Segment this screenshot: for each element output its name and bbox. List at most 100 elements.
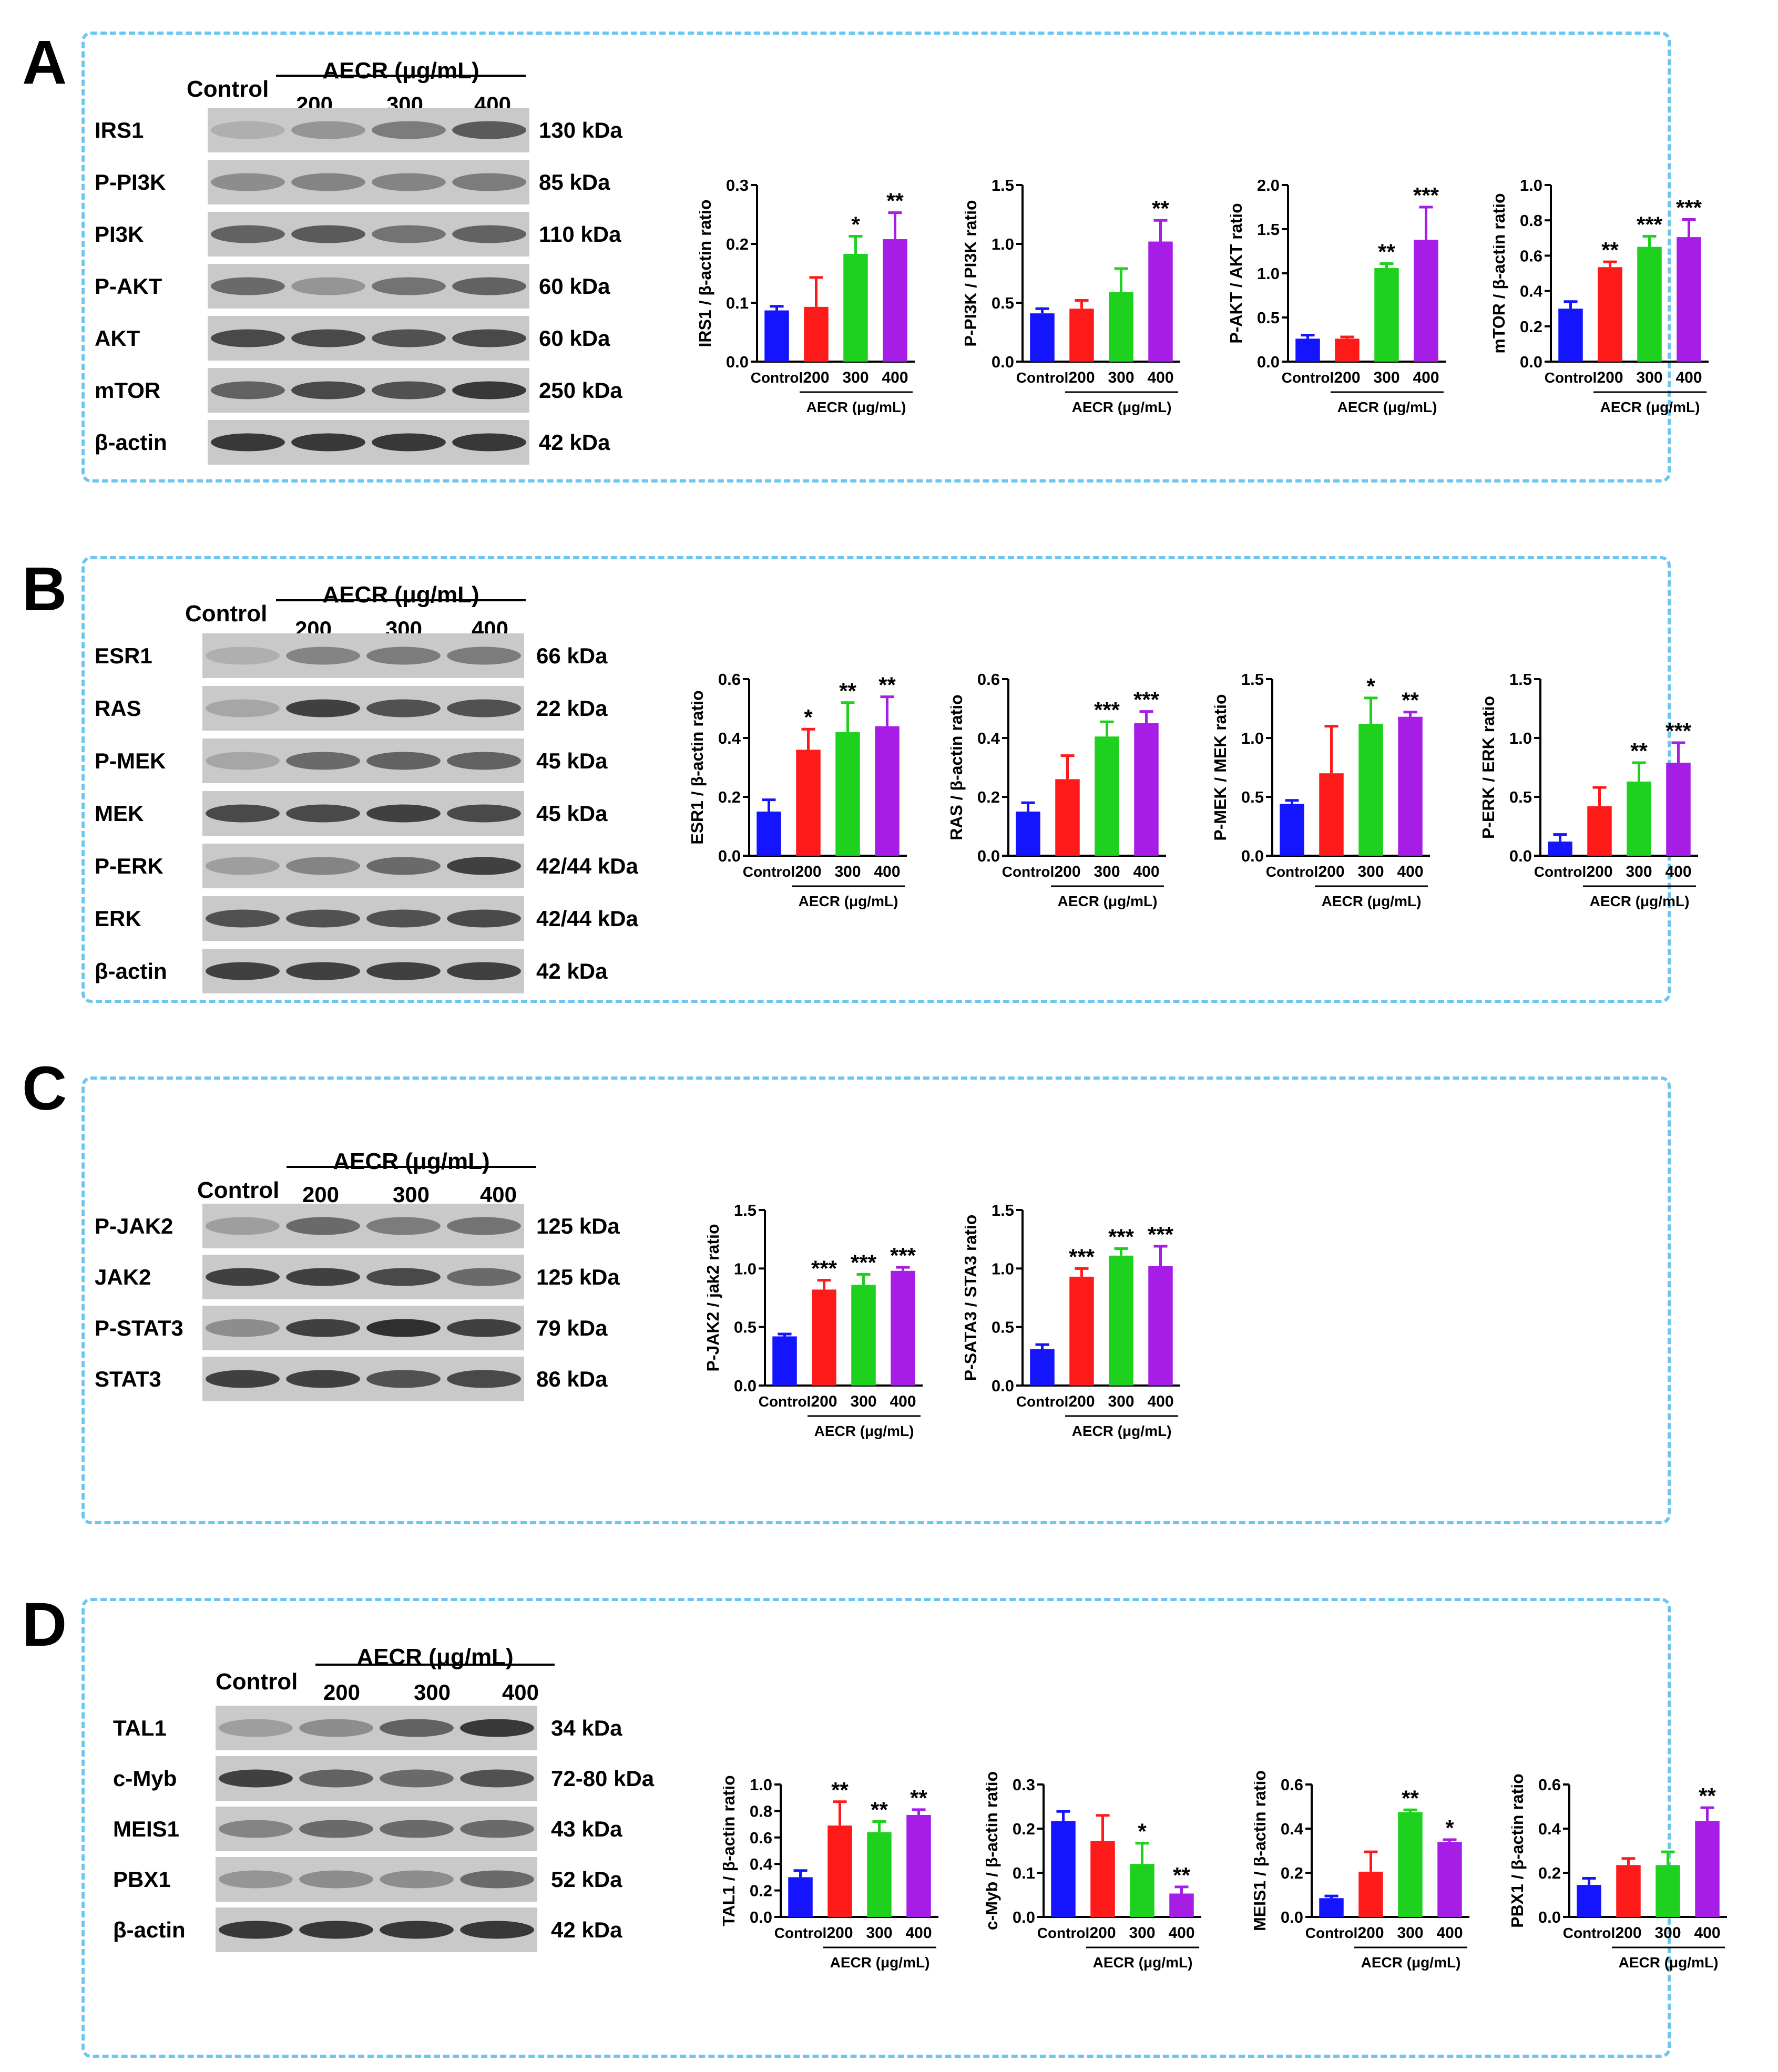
protein-label: P-MEK (95, 748, 166, 773)
kda-label: 60 kDa (539, 325, 610, 351)
bar-400 (1148, 1266, 1173, 1386)
panel-letter: A (22, 28, 67, 97)
y-tick-label: 1.5 (992, 176, 1014, 194)
bar-400 (1437, 1842, 1462, 1917)
y-tick-label: 1.0 (992, 1259, 1014, 1278)
blot-strip (202, 896, 524, 941)
blot-band (447, 647, 521, 665)
significance-mark: *** (1413, 183, 1439, 208)
blot-band (380, 1870, 454, 1889)
x-tick-label: 300 (1129, 1924, 1155, 1942)
blot-band (372, 173, 446, 191)
y-tick-label: 0.2 (1281, 1864, 1303, 1882)
significance-mark: ** (839, 679, 856, 703)
bar-400 (906, 1814, 931, 1917)
y-tick-label: 0.0 (1257, 353, 1280, 371)
group-label: AECR (μg/mL) (1058, 893, 1158, 909)
kda-label: 79 kDa (536, 1315, 608, 1340)
blot-strip (202, 1204, 524, 1248)
x-tick-label: 200 (1318, 863, 1344, 880)
bar-Control (1548, 842, 1572, 856)
y-tick-label: 0.0 (718, 847, 741, 865)
blot-strip (216, 1756, 537, 1801)
blot-band (291, 225, 365, 243)
y-tick-label: 0.0 (1281, 1908, 1303, 1926)
blot-band (206, 909, 280, 928)
blot-band (452, 225, 526, 243)
kda-label: 43 kDa (551, 1816, 622, 1841)
blot-strip (216, 1857, 537, 1902)
blot-band (299, 1769, 373, 1788)
blot-band (286, 804, 360, 823)
bar-Control (1030, 1349, 1055, 1386)
y-tick-label: 0.0 (1538, 1908, 1561, 1926)
bar-Control (1016, 812, 1040, 856)
x-tick-label: 200 (826, 1924, 853, 1942)
blot-band (447, 1319, 521, 1337)
blot-band (219, 1820, 293, 1838)
bar-300 (1358, 724, 1383, 856)
blot-strip (208, 264, 529, 309)
y-tick-label: 0.4 (1538, 1820, 1561, 1838)
kda-label: 42 kDa (539, 429, 610, 455)
panel-border-A (81, 32, 1671, 483)
blot-band (366, 1370, 441, 1388)
header-aecr-label: AECR (μg/mL) (356, 1644, 514, 1670)
y-axis-label: mTOR / β-actin ratio (1493, 193, 1508, 353)
protein-label: P-AKT (95, 273, 162, 299)
blot-band (206, 752, 280, 770)
x-tick-label: 200 (1068, 1393, 1095, 1410)
blot-band (286, 699, 360, 717)
blot-band (366, 909, 441, 928)
y-tick-label: 0.1 (726, 294, 749, 312)
y-tick-label: 0.0 (1013, 1908, 1035, 1926)
bar-400 (1666, 763, 1691, 856)
blot-band (206, 857, 280, 875)
header-aecr-label: AECR (μg/mL) (333, 1148, 490, 1174)
blot-band (219, 1719, 293, 1737)
blot-band (286, 1217, 360, 1235)
blot-band (211, 433, 285, 452)
blot-band (211, 225, 285, 243)
blot-band (286, 1370, 360, 1388)
x-tick-label: 400 (1397, 863, 1423, 880)
bar-400 (1695, 1821, 1720, 1917)
y-tick-label: 1.0 (750, 1776, 772, 1794)
header-dose-label: 200 (302, 1182, 340, 1207)
y-tick-label: 1.0 (1520, 176, 1542, 194)
bar-Control (1319, 1898, 1344, 1917)
bar-200 (1055, 779, 1080, 856)
kda-label: 130 kDa (539, 117, 622, 142)
x-tick-label: 400 (1436, 1924, 1463, 1942)
bar-300 (1637, 247, 1662, 362)
significance-mark: ** (871, 1798, 888, 1822)
protein-label: MEK (95, 801, 144, 826)
y-tick-label: 1.5 (1241, 670, 1264, 689)
group-label: AECR (μg/mL) (1072, 1423, 1172, 1439)
blot-band (206, 699, 280, 717)
header-dose-label: 400 (479, 1182, 517, 1207)
significance-mark: *** (1676, 196, 1702, 220)
blot-band (380, 1820, 454, 1838)
significance-mark: ** (831, 1778, 849, 1802)
blot-band (219, 1769, 293, 1788)
bar-chart: 0.0 0.5 1.0 1.5 2.0 P-AKT / AKT ratio Control2… (1230, 176, 1446, 415)
blot-strip (208, 316, 529, 361)
kda-label: 52 kDa (551, 1866, 622, 1892)
y-tick-label: 0.6 (1538, 1776, 1561, 1794)
x-tick-label: 300 (1636, 369, 1662, 386)
kda-label: 125 kDa (536, 1264, 620, 1289)
significance-mark: * (1445, 1815, 1454, 1840)
bar-Control (1558, 309, 1583, 362)
bar-300 (1130, 1864, 1154, 1917)
protein-label: β-actin (95, 429, 167, 455)
header-bracket-line (276, 75, 526, 77)
group-label: AECR (μg/mL) (1072, 399, 1172, 415)
blot-band (206, 1370, 280, 1388)
blot-strip (202, 791, 524, 836)
blot-strip (208, 160, 529, 204)
blot-strip (208, 368, 529, 413)
y-tick-label: 0.2 (977, 788, 1000, 806)
x-tick-label: 200 (811, 1393, 837, 1410)
